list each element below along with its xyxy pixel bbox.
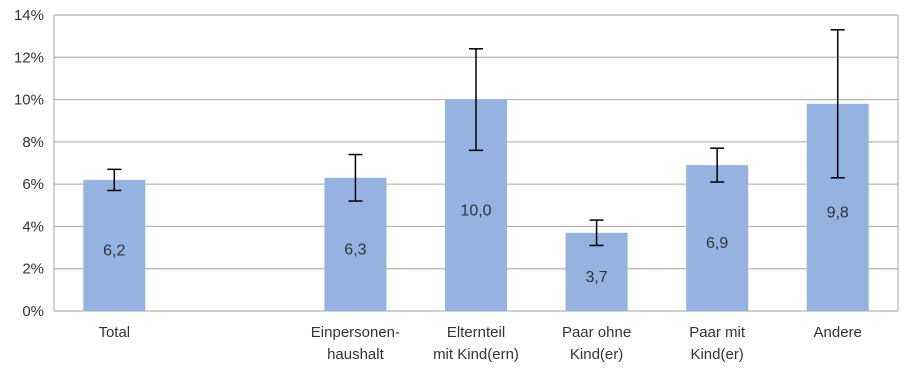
- value-label-4: 3,7: [585, 269, 607, 286]
- y-tick-label-2: 4%: [22, 218, 44, 235]
- category-label-0-0: Total: [98, 324, 130, 341]
- category-label-5-0: Paar mit: [689, 324, 746, 341]
- value-label-6: 9,8: [827, 204, 849, 221]
- y-tick-label-6: 12%: [14, 49, 44, 66]
- y-tick-label-3: 6%: [22, 176, 44, 193]
- y-tick-label-4: 8%: [22, 134, 44, 151]
- category-label-2-0: Einpersonen-: [311, 324, 400, 341]
- value-label-2: 6,3: [344, 241, 366, 258]
- y-tick-label-5: 10%: [14, 92, 44, 109]
- category-label-5-1: Kind(er): [690, 346, 743, 363]
- bar-0: [83, 179, 146, 311]
- category-label-6-0: Andere: [814, 324, 862, 341]
- y-tick-label-0: 0%: [22, 303, 44, 320]
- category-label-4-0: Paar ohne: [562, 324, 631, 341]
- category-label-3-0: Elternteil: [447, 324, 505, 341]
- bar-5: [686, 165, 749, 311]
- y-tick-label-7: 14%: [14, 7, 44, 24]
- y-axis-tick-labels: 0% 2% 4% 6% 8% 10% 12% 14%: [14, 7, 44, 320]
- error-bars: [107, 29, 845, 247]
- category-label-4-1: Kind(er): [570, 346, 623, 363]
- category-labels: Total Einpersonen-haushalt Elternteil mit K…: [98, 324, 861, 363]
- value-labels: 6,2 6,3 10,0 3,7 6,9 9,8: [103, 202, 849, 286]
- value-label-5: 6,9: [706, 235, 728, 252]
- value-label-3: 10,0: [460, 202, 491, 219]
- value-label-0: 6,2: [103, 242, 125, 259]
- y-tick-label-1: 2%: [22, 261, 44, 278]
- category-label-3-1: mit Kind(ern): [433, 346, 519, 363]
- category-label-2-1: haushalt: [327, 346, 385, 363]
